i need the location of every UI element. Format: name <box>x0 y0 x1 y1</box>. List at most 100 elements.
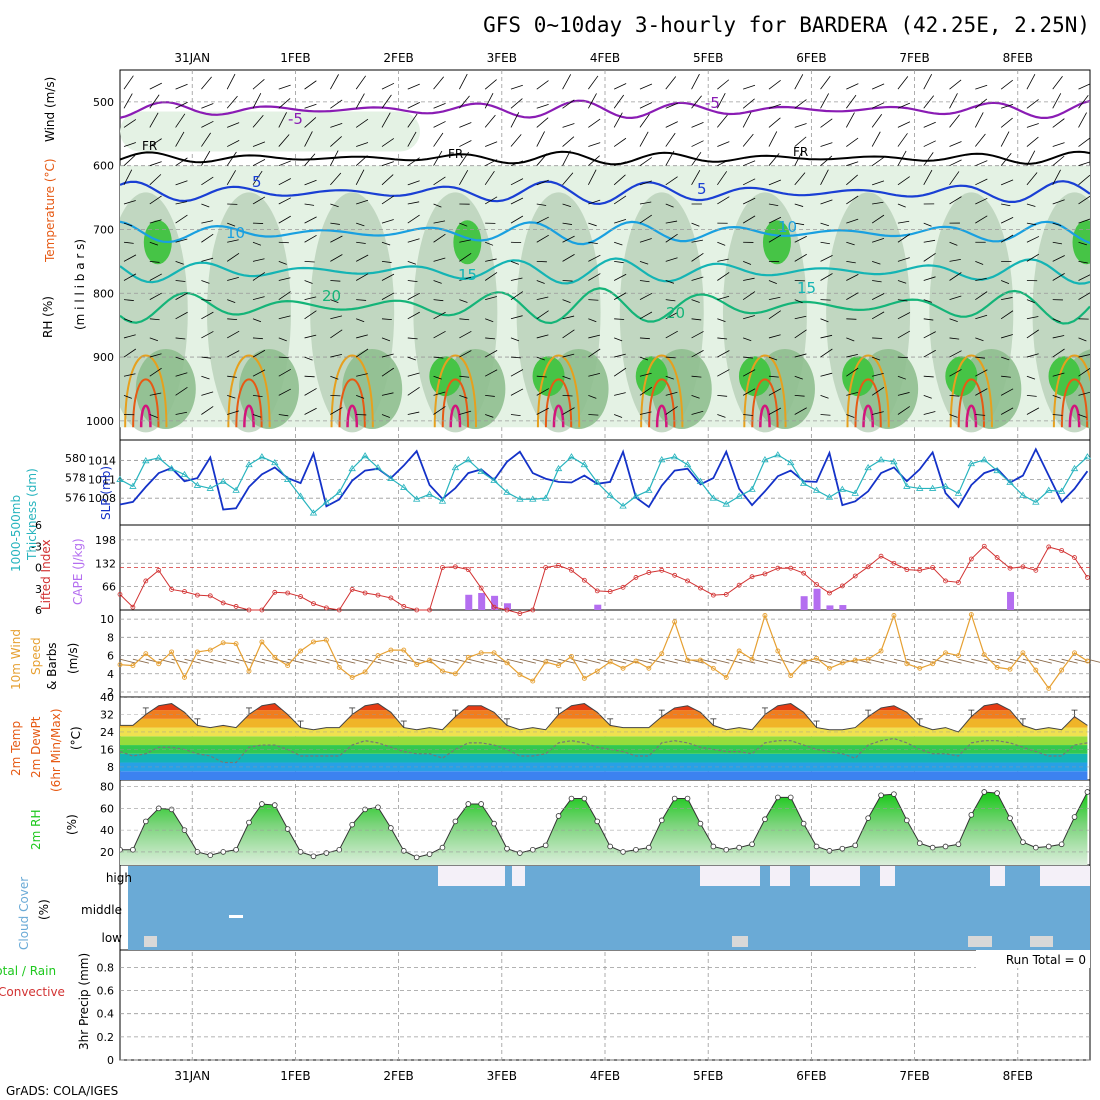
wind-barb <box>175 280 186 282</box>
wind-barb <box>588 118 601 128</box>
wind-barb <box>897 76 909 90</box>
date-label: 5FEB <box>693 1069 723 1083</box>
lifted-index-point <box>130 604 136 610</box>
isotherm-35 <box>449 404 462 428</box>
thickness-point <box>438 497 447 504</box>
wind-barb <box>846 392 859 396</box>
wind-barb <box>768 153 780 166</box>
rh-point <box>233 846 239 853</box>
wind-barb <box>459 394 468 399</box>
slp-tick: 1014 <box>88 455 116 468</box>
wind-barb <box>743 356 753 359</box>
wind-barb <box>717 318 726 323</box>
wind-barb <box>639 214 653 224</box>
wind-barb <box>665 220 678 224</box>
wind-barb <box>1026 299 1035 304</box>
wind-barb <box>691 152 702 166</box>
high-cloud-gap <box>1040 866 1090 886</box>
rh-point <box>878 792 884 799</box>
wind-barb <box>536 334 549 339</box>
rh-point <box>646 844 652 851</box>
wind-barb <box>846 83 859 90</box>
wind-speed-line <box>119 612 1088 690</box>
thickness-point <box>787 459 795 466</box>
wind-tick: 10 <box>100 613 114 626</box>
thickness-point <box>774 451 782 458</box>
rh-point <box>130 846 136 853</box>
isotherm-25 <box>846 354 890 428</box>
thickness-point <box>283 475 292 482</box>
thickness-tick: 580 <box>65 452 86 465</box>
wind-barb <box>871 214 885 224</box>
wind-barb <box>1001 297 1013 301</box>
wind-speed-point <box>349 674 355 680</box>
wind-barb <box>639 311 653 320</box>
wind-barb <box>897 133 908 147</box>
pressure-tick: 500 <box>93 96 114 109</box>
wind-barb <box>149 94 160 109</box>
lifted-index-point <box>672 572 678 578</box>
wind-barb <box>433 76 445 90</box>
wind-barb <box>1000 131 1010 147</box>
wind-barb <box>739 658 756 664</box>
wind-barb <box>149 195 162 205</box>
thickness-point <box>903 482 911 489</box>
wind-speed-point <box>762 613 768 618</box>
wind-barb <box>1078 367 1090 377</box>
wind-barb <box>588 299 599 301</box>
slp-line <box>119 447 1089 511</box>
lifted-index-point <box>981 543 987 549</box>
wind-barb <box>123 273 137 281</box>
wind-barb <box>613 292 627 301</box>
wind-barb <box>820 334 833 339</box>
wind-barb <box>355 254 369 262</box>
wind-barb <box>975 314 988 320</box>
wind-barb <box>949 394 960 397</box>
wind-barb <box>665 102 678 109</box>
lifted-index-point <box>633 575 639 580</box>
wind-barb <box>536 131 545 147</box>
wind-barb <box>252 394 263 397</box>
wind-barb <box>1026 123 1039 128</box>
wind-barb <box>536 234 549 243</box>
wind-barb <box>691 276 704 281</box>
temp-band <box>120 771 1088 780</box>
wind-barb <box>407 356 416 361</box>
rh2m-panel <box>120 786 1090 865</box>
wind-barb <box>768 117 781 128</box>
wind-barb <box>330 299 339 304</box>
wind-barb <box>562 299 571 304</box>
wind-barb <box>975 98 988 109</box>
wind-barb <box>897 406 910 415</box>
wind-speed-point <box>891 613 897 618</box>
wind-barb <box>510 84 523 90</box>
thickness-point <box>1057 487 1066 494</box>
rh-point <box>710 843 717 850</box>
wind-barb <box>974 112 984 128</box>
wind-barb <box>872 237 885 243</box>
wind-barb <box>158 658 175 664</box>
wind-barb <box>1000 79 1013 90</box>
wind-barb <box>227 122 240 128</box>
wind-barb <box>1078 174 1090 186</box>
wind-barb <box>381 273 395 281</box>
rh-point <box>529 846 536 853</box>
wind-barb <box>794 222 805 226</box>
wind-barb <box>459 350 472 358</box>
wind-speed-point <box>220 640 226 646</box>
wind-barb <box>768 334 781 339</box>
wind-barb <box>897 330 911 339</box>
wind-speed-point <box>878 648 884 654</box>
rh-shade <box>1072 220 1090 265</box>
wind-barb <box>949 414 958 418</box>
wind-barb <box>871 131 881 147</box>
isotherm-label: 20 <box>666 304 685 322</box>
lifted-index-point <box>917 567 923 573</box>
wind-speed-point <box>955 653 961 659</box>
wind-barb <box>846 218 859 224</box>
wind-barb <box>923 411 936 415</box>
wind-speed-point <box>362 669 368 675</box>
wind-barb <box>1026 99 1039 109</box>
thickness-point <box>387 474 395 481</box>
wind-barb <box>123 299 134 301</box>
